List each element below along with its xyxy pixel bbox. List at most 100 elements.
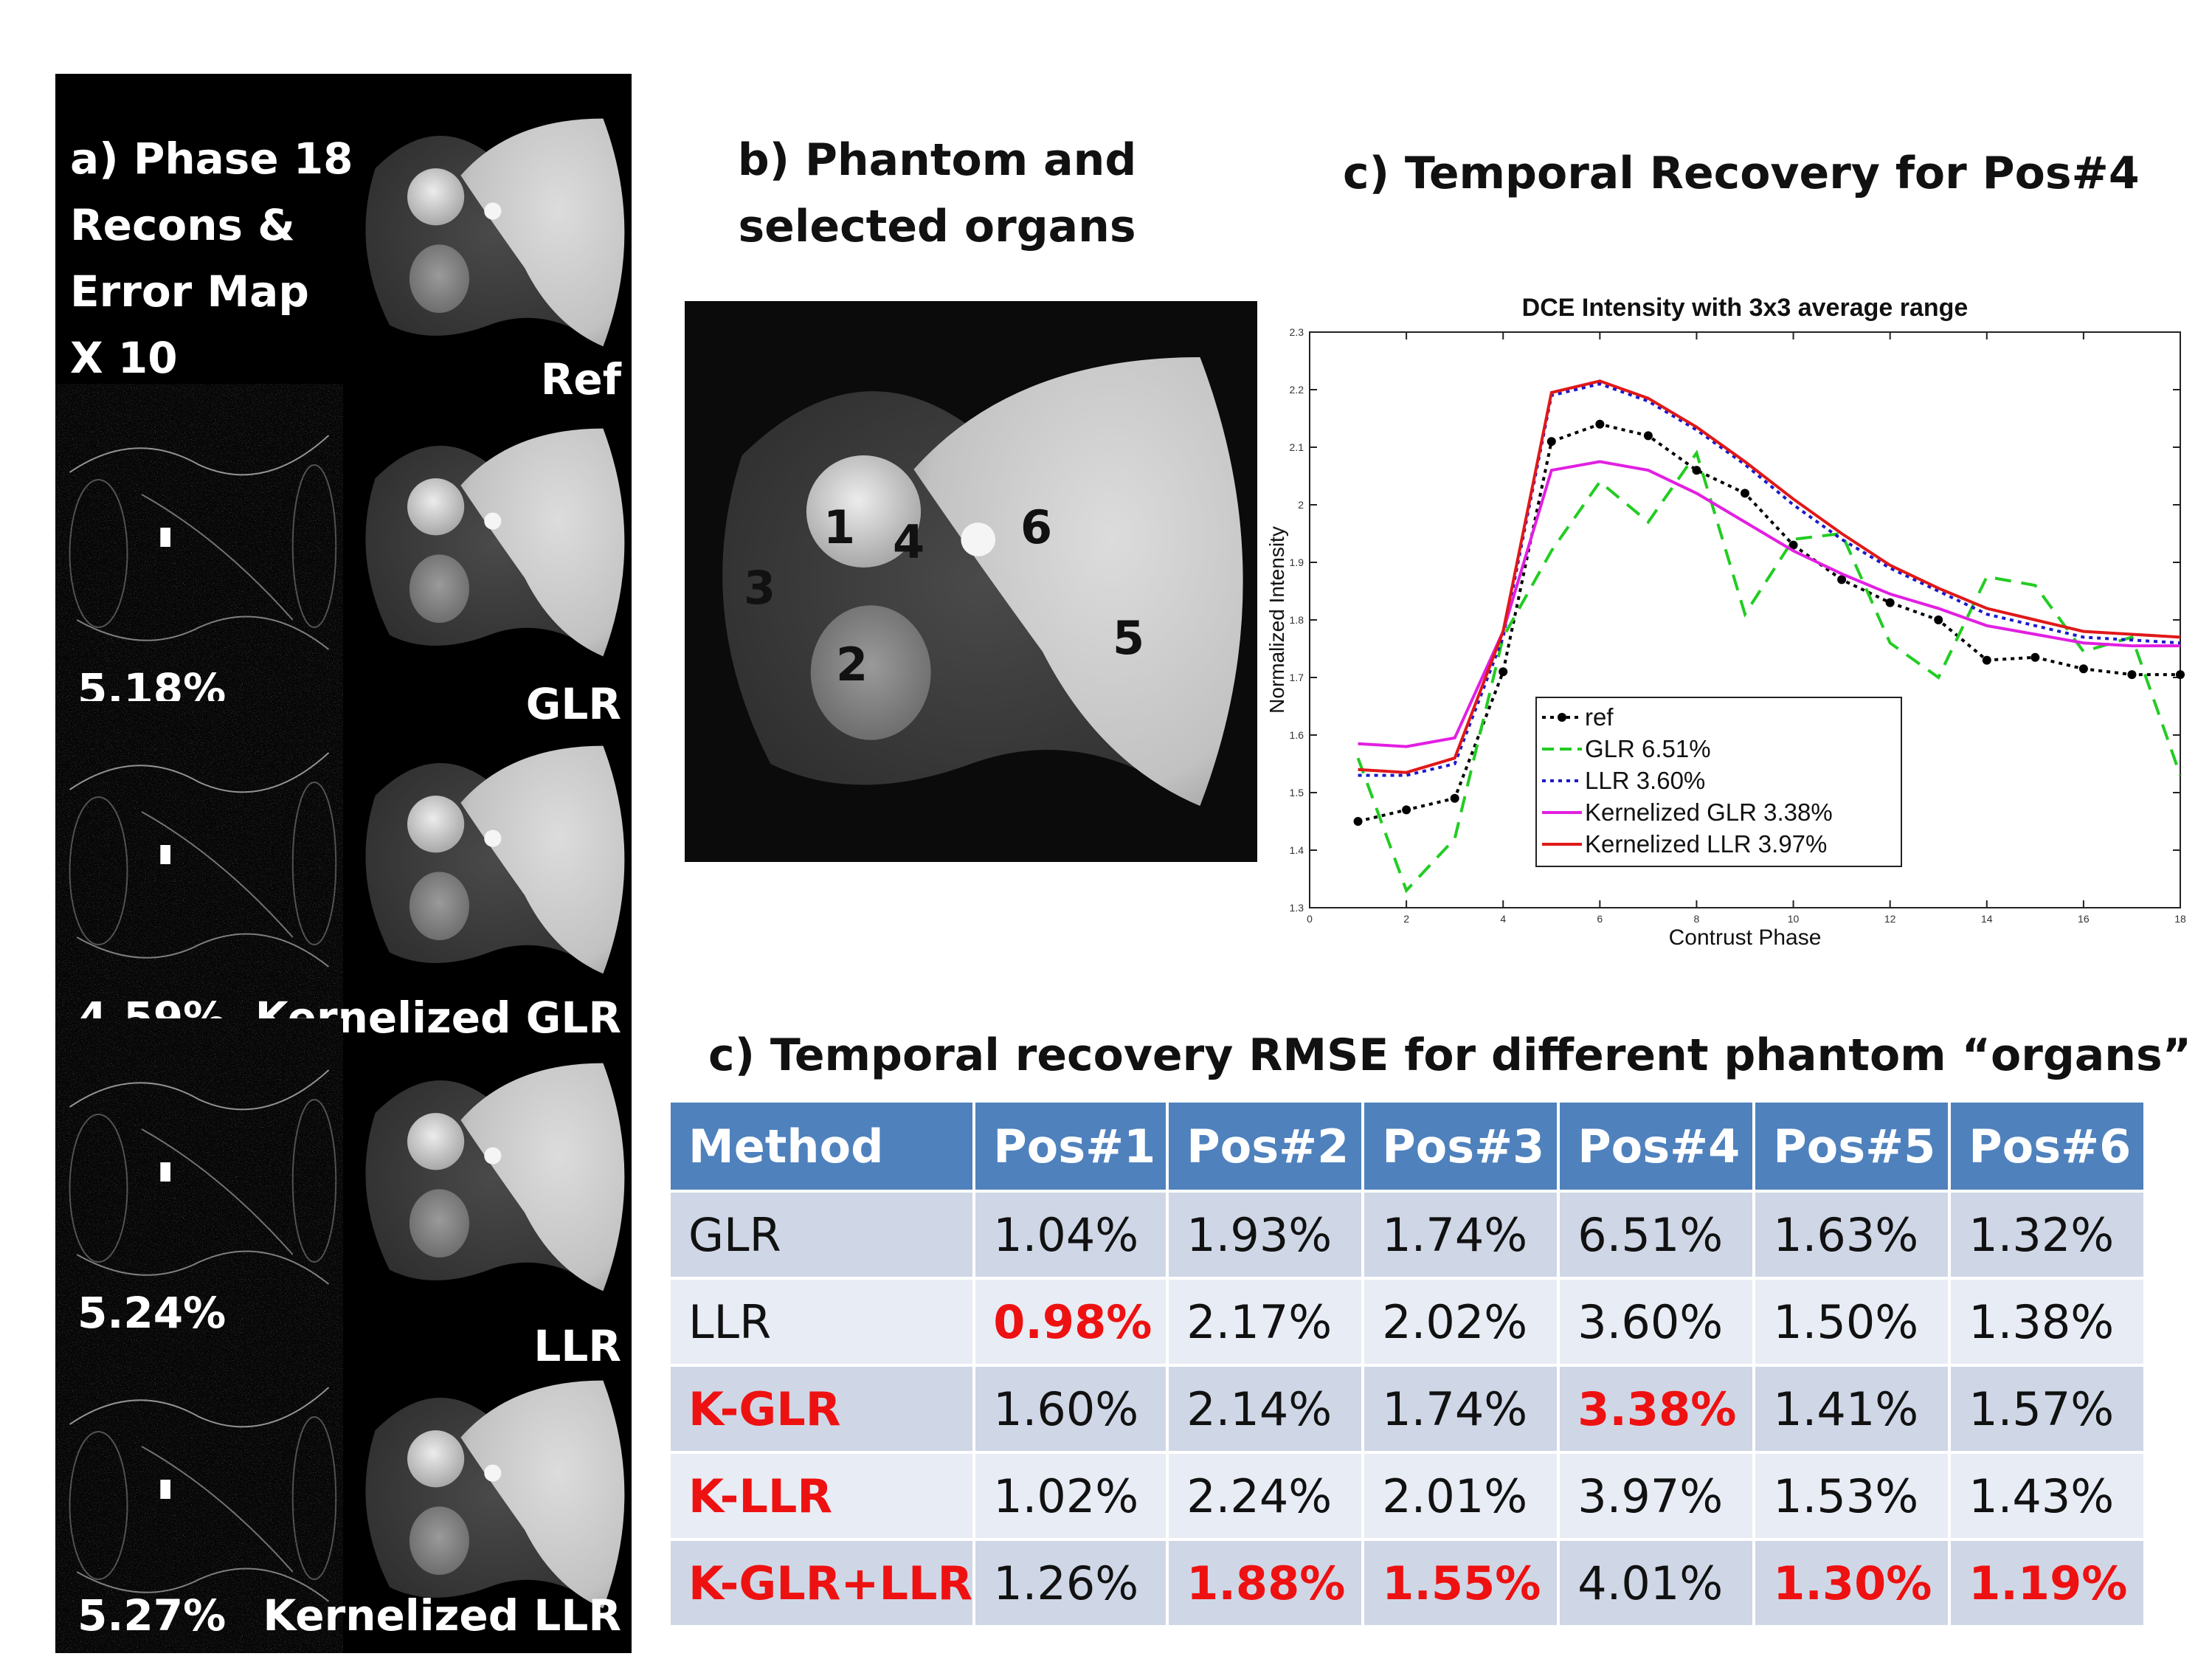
y-tick-label: 1.6	[1290, 729, 1304, 741]
table-row: K-LLR 1.02% 2.24% 2.01% 3.97% 1.53% 1.43…	[667, 1451, 2147, 1541]
chart-title: DCE Intensity with 3x3 average range	[1522, 294, 1969, 322]
panel-a-recons: a) Phase 18 Recons & Error Map X 10 Ref …	[55, 74, 632, 1653]
y-tick-label: 2.1	[1290, 441, 1304, 453]
table-header-row: Method Pos#1 Pos#2 Pos#3 Pos#4 Pos#5 Pos…	[667, 1100, 2147, 1193]
x-tick-label: 8	[1694, 913, 1700, 925]
value-cell-best: 3.38%	[1557, 1364, 1756, 1454]
temporal-recovery-chart: DCE Intensity with 3x3 average range 0 2 4…	[1265, 294, 2186, 950]
x-tick-label: 4	[1500, 913, 1506, 925]
value-cell: 4.01%	[1557, 1538, 1756, 1628]
value-cell: 3.60%	[1557, 1277, 1756, 1367]
method-cell: LLR	[667, 1277, 976, 1367]
organ-label-2: 2	[836, 638, 868, 691]
table-header-cell: Pos#3	[1361, 1100, 1561, 1193]
recon-label-glr: GLR	[525, 679, 621, 729]
recon-row-llr: 5.24% LLR	[55, 1018, 632, 1371]
panel-a-title-line: a) Phase 18	[70, 134, 353, 184]
series-point	[1402, 805, 1411, 815]
recon-image-llr	[347, 1018, 632, 1336]
series-point	[1885, 598, 1895, 607]
value-cell: 1.60%	[972, 1364, 1169, 1454]
value-cell: 1.57%	[1948, 1364, 2147, 1454]
table-header-cell: Pos#1	[972, 1100, 1169, 1193]
series-point	[1595, 419, 1605, 429]
recon-row-ref: Ref	[55, 74, 632, 404]
legend-label: GLR 6.51%	[1585, 735, 1711, 762]
value-cell: 1.74%	[1361, 1364, 1561, 1454]
y-tick-label: 1.9	[1290, 556, 1304, 568]
y-tick-label: 1.8	[1290, 614, 1304, 626]
panel-b-title-line: selected organs	[738, 201, 1136, 252]
panel-a-title-line: Recons &	[70, 200, 295, 250]
recon-image-glr	[347, 384, 632, 701]
organ-label-4: 4	[893, 515, 925, 569]
value-cell: 2.02%	[1361, 1277, 1561, 1367]
value-cell: 1.04%	[972, 1190, 1169, 1280]
x-tick-label: 10	[1788, 913, 1800, 925]
value-cell: 2.24%	[1166, 1451, 1365, 1541]
legend-marker	[1558, 713, 1566, 722]
method-cell: K-GLR+LLR	[667, 1538, 976, 1628]
panel-a-title: a) Phase 18 Recons & Error Map X 10	[70, 125, 353, 391]
legend-label: Kernelized LLR 3.97%	[1585, 830, 1827, 858]
method-cell: K-GLR	[667, 1364, 976, 1454]
value-cell: 2.17%	[1166, 1277, 1365, 1367]
panel-b-title: b) Phantom and selected organs	[708, 127, 1166, 260]
method-cell: GLR	[667, 1190, 976, 1280]
series-point	[1353, 817, 1363, 826]
organ-label-6: 6	[1020, 500, 1053, 554]
error-pct-kllr: 5.27%	[77, 1590, 227, 1641]
legend-label: Kernelized GLR 3.38%	[1585, 799, 1833, 826]
organ-label-5: 5	[1113, 611, 1145, 665]
table-header-cell: Pos#5	[1752, 1100, 1952, 1193]
series-point	[1741, 489, 1749, 498]
table-header-cell: Pos#6	[1948, 1100, 2147, 1193]
table-row: K-GLR 1.60% 2.14% 1.74% 3.38% 1.41% 1.57…	[667, 1364, 2147, 1454]
x-tick-label: 16	[2078, 913, 2090, 925]
y-tick-label: 1.5	[1290, 787, 1304, 799]
x-tick-label: 2	[1403, 913, 1409, 925]
series-point	[1837, 575, 1847, 584]
series-point	[1934, 615, 1943, 624]
series-point	[1546, 437, 1556, 446]
table-header-cell: Pos#2	[1166, 1100, 1365, 1193]
y-tick-label: 1.7	[1290, 672, 1304, 683]
table-header-cell: Method	[667, 1100, 976, 1193]
series-group	[1353, 379, 2185, 894]
x-tick-label: 12	[1884, 913, 1896, 925]
table-row: K-GLR+LLR 1.26% 1.88% 1.55% 4.01% 1.30% …	[667, 1538, 2147, 1628]
y-axis-label: Normalized Intensity	[1265, 526, 1288, 714]
recon-image-ref	[347, 74, 632, 391]
value-cell: 1.43%	[1948, 1451, 2147, 1541]
value-cell: 1.26%	[972, 1538, 1169, 1628]
panel-c-title: c) Temporal Recovery for Pos#4	[1343, 148, 2140, 199]
recon-row-kglr: 4.59% Kernelized GLR	[55, 701, 632, 1043]
panel-a-title-line: Error Map	[70, 266, 309, 317]
value-cell: 1.74%	[1361, 1190, 1561, 1280]
value-cell: 1.93%	[1166, 1190, 1365, 1280]
recon-label-kllr: Kernelized LLR	[263, 1590, 621, 1641]
table-header-cell: Pos#4	[1557, 1100, 1756, 1193]
phantom-image: 1 2 3 4 5 6	[685, 301, 1257, 862]
value-cell: 1.50%	[1752, 1277, 1952, 1367]
legend-box	[1535, 697, 1902, 867]
value-cell: 1.63%	[1752, 1190, 1952, 1280]
organ-label-1: 1	[823, 500, 856, 554]
x-axis-label: Contrust Phase	[1669, 925, 1822, 950]
series-point	[2176, 670, 2185, 680]
series-line	[1358, 422, 2180, 823]
series-point	[2127, 670, 2137, 680]
table-row: GLR 1.04% 1.93% 1.74% 6.51% 1.63% 1.32%	[667, 1190, 2147, 1280]
value-cell-best: 1.19%	[1948, 1538, 2147, 1628]
value-cell: 1.41%	[1752, 1364, 1952, 1454]
y-tick-label: 2.2	[1290, 384, 1304, 396]
axis-ticks: 0 2 4 6 8 10 12 14 16 18 1.3 1.4 1.5 1.6 1.7 1.8 1.9 2 2.1…	[1290, 326, 2186, 925]
table-row: LLR 0.98% 2.17% 2.02% 3.60% 1.50% 1.38%	[667, 1277, 2147, 1367]
value-cell: 3.97%	[1557, 1451, 1756, 1541]
series-line	[1358, 382, 2181, 777]
recon-label-ref: Ref	[540, 354, 621, 404]
value-cell: 1.38%	[1948, 1277, 2147, 1367]
y-tick-label: 1.3	[1290, 902, 1304, 914]
series-point	[1692, 466, 1701, 475]
series-point	[2078, 664, 2088, 674]
